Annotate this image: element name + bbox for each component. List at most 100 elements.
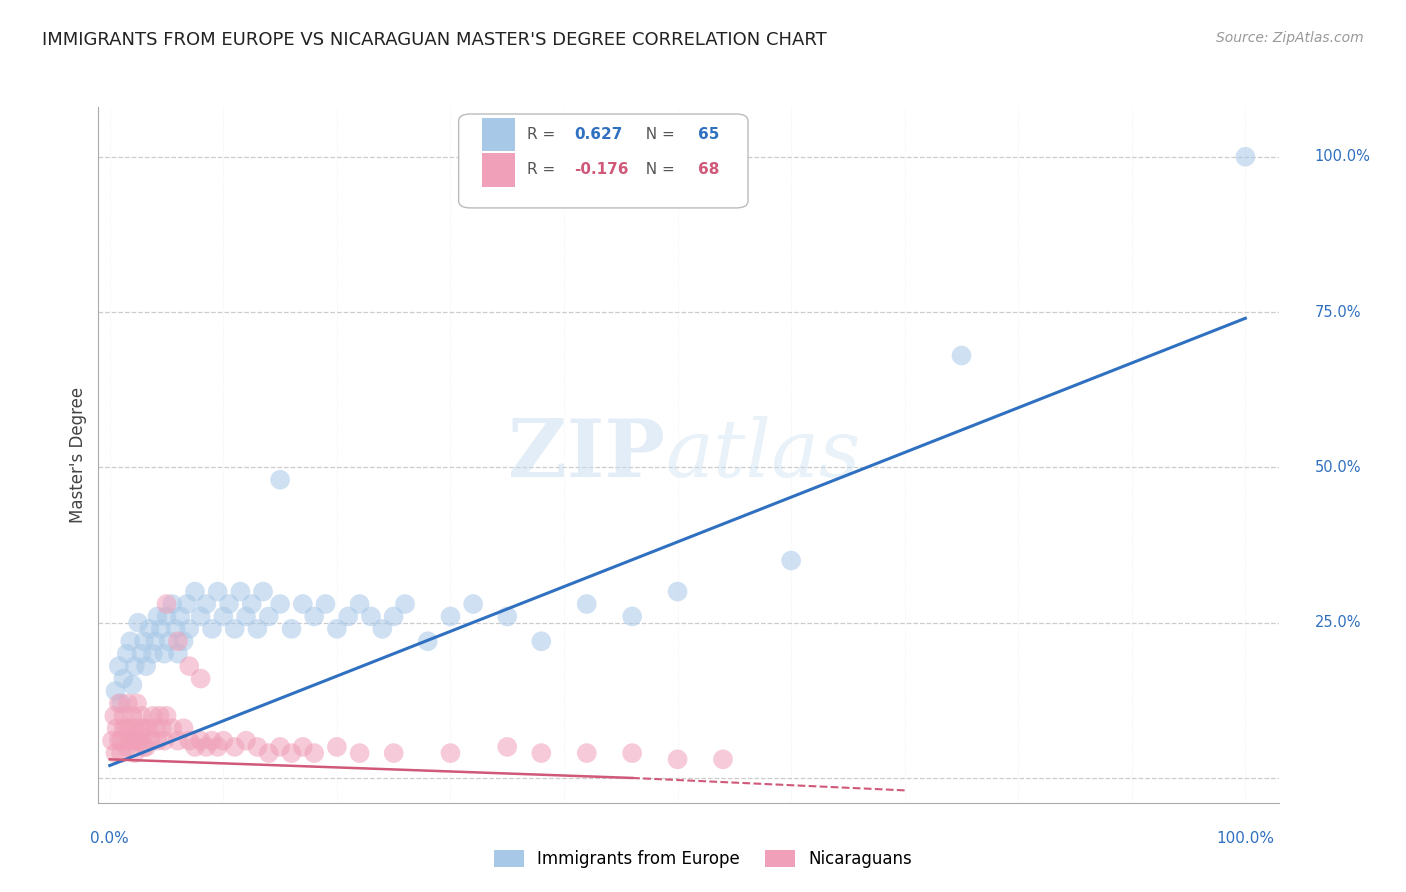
Point: [173, 721, 195, 735]
Text: -0.176: -0.176: [575, 162, 628, 178]
Point: [112, 721, 135, 735]
Point: [120, 721, 142, 735]
Point: [575, 597, 598, 611]
Point: [173, 634, 195, 648]
Point: [121, 733, 143, 747]
Point: [124, 721, 146, 735]
Point: [153, 647, 176, 661]
Point: [169, 609, 191, 624]
Point: [201, 622, 224, 636]
Y-axis label: Master's Degree: Master's Degree: [69, 387, 87, 523]
Point: [575, 746, 598, 760]
Legend: Immigrants from Europe, Nicaraguans: Immigrants from Europe, Nicaraguans: [488, 843, 918, 875]
Point: [711, 752, 734, 766]
Point: [252, 584, 274, 599]
Point: [128, 733, 150, 747]
Point: [179, 659, 201, 673]
Point: [115, 647, 138, 661]
Point: [149, 622, 172, 636]
Point: [120, 634, 142, 648]
Point: [135, 739, 157, 754]
Point: [150, 721, 173, 735]
Point: [131, 721, 153, 735]
Point: [246, 739, 269, 754]
Point: [530, 746, 553, 760]
Point: [337, 609, 360, 624]
Point: [349, 746, 371, 760]
Point: [135, 659, 157, 673]
Point: [201, 733, 224, 747]
Point: [153, 733, 176, 747]
Point: [132, 721, 155, 735]
Point: [112, 672, 135, 686]
Point: [246, 622, 269, 636]
Point: [138, 622, 160, 636]
Point: [269, 473, 291, 487]
FancyBboxPatch shape: [458, 114, 748, 208]
Point: [120, 733, 142, 747]
Point: [416, 634, 439, 648]
Text: R =: R =: [527, 128, 560, 142]
Text: 68: 68: [699, 162, 720, 178]
Point: [167, 733, 190, 747]
Point: [179, 733, 201, 747]
Point: [117, 697, 139, 711]
Point: [666, 584, 689, 599]
Point: [207, 584, 229, 599]
Point: [224, 622, 246, 636]
Point: [190, 733, 212, 747]
Point: [439, 609, 461, 624]
FancyBboxPatch shape: [482, 153, 516, 186]
Point: [439, 746, 461, 760]
Point: [101, 733, 124, 747]
Point: [121, 708, 143, 723]
Point: [165, 622, 187, 636]
Point: [280, 622, 302, 636]
Point: [382, 746, 405, 760]
Text: 100.0%: 100.0%: [1216, 830, 1274, 846]
Point: [666, 752, 689, 766]
Point: [235, 733, 257, 747]
Point: [496, 739, 519, 754]
Point: [302, 746, 325, 760]
Point: [110, 697, 132, 711]
Text: 50.0%: 50.0%: [1315, 460, 1361, 475]
Point: [114, 721, 136, 735]
Text: Source: ZipAtlas.com: Source: ZipAtlas.com: [1216, 31, 1364, 45]
Point: [108, 733, 131, 747]
Point: [142, 708, 165, 723]
Point: [105, 721, 128, 735]
Point: [121, 678, 143, 692]
Point: [621, 609, 644, 624]
Point: [143, 721, 166, 735]
Point: [124, 746, 146, 760]
Point: [207, 739, 229, 754]
Text: IMMIGRANTS FROM EUROPE VS NICARAGUAN MASTER'S DEGREE CORRELATION CHART: IMMIGRANTS FROM EUROPE VS NICARAGUAN MAS…: [42, 31, 827, 49]
Point: [179, 622, 201, 636]
Point: [138, 721, 160, 735]
Point: [394, 597, 416, 611]
Point: [224, 739, 246, 754]
Point: [326, 739, 349, 754]
Point: [280, 746, 302, 760]
Point: [110, 746, 132, 760]
Point: [104, 746, 127, 760]
Point: [103, 708, 125, 723]
Point: [131, 708, 153, 723]
Point: [257, 746, 280, 760]
Point: [155, 609, 177, 624]
Point: [167, 634, 190, 648]
Point: [127, 733, 149, 747]
Point: [269, 597, 291, 611]
Point: [110, 733, 132, 747]
Point: [155, 708, 177, 723]
Point: [157, 634, 180, 648]
Point: [291, 739, 314, 754]
Point: [190, 609, 212, 624]
Point: [162, 721, 183, 735]
Point: [235, 609, 257, 624]
Point: [218, 597, 240, 611]
FancyBboxPatch shape: [482, 118, 516, 152]
Point: [382, 609, 405, 624]
Point: [104, 684, 127, 698]
